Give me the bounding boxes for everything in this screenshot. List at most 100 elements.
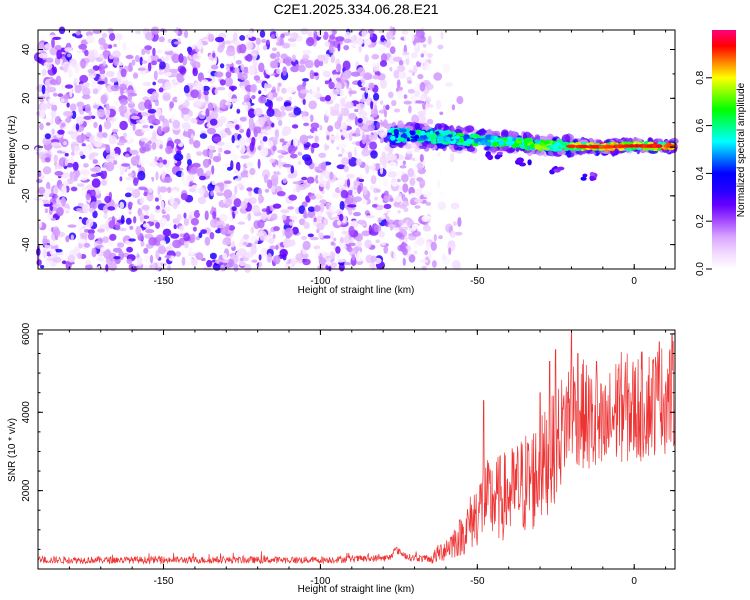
spectrogram-cell bbox=[129, 149, 139, 155]
spectrogram-cell bbox=[217, 45, 224, 53]
spectrogram-cell bbox=[253, 75, 261, 81]
spectrogram-cell bbox=[149, 54, 159, 63]
spectrogram-cell bbox=[44, 244, 51, 250]
spectrogram-cell bbox=[395, 232, 404, 239]
spectrogram-cell bbox=[387, 171, 397, 178]
spectrogram-cell bbox=[54, 115, 62, 125]
spectrogram-cell bbox=[164, 255, 171, 259]
spectrogram-cell bbox=[54, 44, 62, 51]
spectrogram-cell bbox=[358, 178, 365, 183]
spectrogram-cell bbox=[425, 96, 431, 104]
spectrogram-cell bbox=[261, 39, 267, 43]
spectrogram-cell bbox=[389, 67, 393, 72]
spectrogram-cell bbox=[557, 166, 565, 171]
spectrogram-cell bbox=[427, 142, 435, 149]
spectrogram-cell bbox=[103, 205, 109, 214]
spectrogram-cell bbox=[500, 129, 509, 138]
spectrogram-cell bbox=[62, 202, 66, 207]
spectrogram-cell bbox=[409, 177, 416, 186]
spectrogram-cell bbox=[408, 254, 416, 263]
spectrogram-cell bbox=[82, 87, 91, 97]
spectrogram-cell bbox=[116, 142, 125, 146]
spectrogram-cell bbox=[108, 261, 117, 272]
spectrogram-cell bbox=[441, 130, 448, 136]
spectrogram-cell bbox=[57, 93, 64, 98]
spectrogram-cell bbox=[239, 128, 245, 134]
spectrogram-cell bbox=[258, 261, 263, 271]
spectrogram-cell bbox=[283, 126, 292, 135]
spectrogram-cell bbox=[297, 160, 302, 165]
spectrogram-cell bbox=[152, 47, 156, 57]
spectrogram-cell bbox=[93, 140, 103, 148]
spectrogram-cell bbox=[125, 217, 132, 225]
spectrogram-cell bbox=[183, 30, 189, 39]
spectrogram-cell bbox=[418, 59, 427, 63]
spectrogram-cell bbox=[97, 237, 104, 245]
spectrogram-cell bbox=[379, 136, 384, 144]
spectrogram-cell bbox=[109, 149, 116, 157]
spectrogram-cell bbox=[290, 258, 298, 265]
spectrogram-cell bbox=[173, 159, 178, 164]
spectrogram-cell bbox=[266, 83, 272, 89]
spectrogram-cell bbox=[347, 189, 353, 196]
spectrogram-cell bbox=[527, 159, 532, 166]
spectrogram-cell bbox=[290, 165, 295, 175]
spectrogram-cell bbox=[277, 149, 287, 154]
spectrogram-cell bbox=[102, 32, 108, 39]
spectrogram-cell bbox=[348, 225, 355, 236]
spectrogram-cell bbox=[307, 233, 314, 238]
spectrogram-cell bbox=[288, 96, 292, 101]
spectrogram-cell bbox=[54, 171, 64, 176]
spectrogram-cell bbox=[411, 223, 419, 230]
spectrogram-cell bbox=[282, 178, 287, 184]
spectrogram-cell bbox=[323, 70, 331, 78]
spectrogram-cell bbox=[298, 218, 306, 226]
spectrogram-cell bbox=[76, 50, 82, 54]
spectrogram-cell bbox=[410, 94, 416, 103]
spectrogram-cell bbox=[406, 137, 410, 142]
spectrogram-cell bbox=[144, 159, 153, 165]
spectrogram-cell bbox=[146, 192, 154, 202]
spectrogram-cell bbox=[186, 96, 195, 101]
spectrogram-cell bbox=[275, 51, 281, 58]
spectrogram-cell bbox=[196, 151, 203, 156]
spectrogram-cell bbox=[402, 51, 410, 56]
spectrogram-cell bbox=[273, 226, 280, 232]
spectrogram-cell bbox=[113, 153, 120, 161]
spectrogram-cell bbox=[245, 137, 251, 144]
spectrogram-cell bbox=[175, 251, 181, 257]
spectrogram-cell bbox=[284, 105, 294, 112]
spectrogram-cell bbox=[370, 150, 378, 159]
spectrogram-cell bbox=[345, 101, 354, 109]
spectrogram-cell bbox=[75, 30, 81, 36]
spectrogram-cell bbox=[40, 102, 48, 112]
spectrogram-cell bbox=[369, 141, 377, 150]
spectrogram-cell bbox=[287, 173, 297, 179]
snr-x-axis-label: Height of straight line (km) bbox=[298, 584, 415, 595]
spectrogram-cell bbox=[183, 85, 190, 94]
spectrogram-cell bbox=[492, 141, 497, 147]
spectrogram-cell bbox=[421, 265, 428, 271]
spectrogram-cell bbox=[535, 150, 545, 156]
spectrogram-cell bbox=[326, 257, 332, 262]
spectrogram-cell bbox=[60, 98, 65, 103]
spectrogram-cell bbox=[238, 260, 247, 267]
spectrogram-cell bbox=[109, 233, 117, 241]
spectrogram-cell bbox=[298, 205, 306, 215]
spectrogram-cell bbox=[183, 218, 189, 226]
spectrogram-cell bbox=[281, 42, 291, 49]
spectrogram-cell bbox=[379, 60, 388, 67]
spectrogram-cell bbox=[222, 39, 225, 50]
spectrogram-cell bbox=[86, 50, 95, 59]
spectrogram-cell bbox=[174, 138, 181, 144]
spectrogram-cell bbox=[222, 239, 232, 246]
spectrogram-cell bbox=[233, 263, 239, 272]
spectrogram-cell bbox=[187, 159, 192, 166]
spectrogram-cell bbox=[131, 59, 136, 66]
spectrogram-cell bbox=[113, 57, 120, 66]
spectrogram-cell bbox=[67, 224, 77, 228]
spectrogram-cell bbox=[299, 134, 309, 144]
spectrogram-cell bbox=[347, 204, 357, 208]
spectrogram-cell bbox=[361, 82, 367, 87]
spectrogram-cell bbox=[407, 168, 415, 178]
